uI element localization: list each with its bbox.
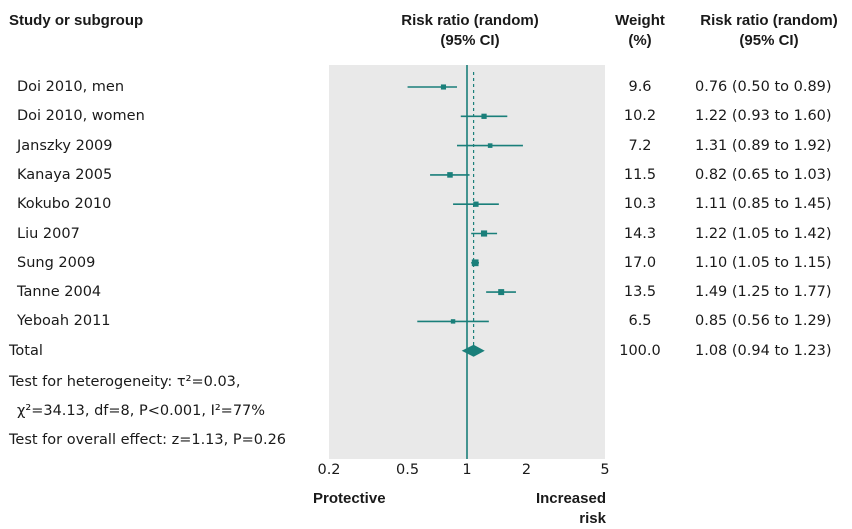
study-name: Kanaya 2005 [17,166,113,183]
study-weight: 11.5 [623,166,657,183]
point-estimate-marker [473,201,479,207]
x-tick-label: 0.2 [317,462,340,478]
ci-column-header: Risk ratio (random) (95% CI) [692,11,846,51]
study-weight: 14.3 [623,225,657,242]
increased-risk-label: Increased risk [510,489,606,529]
x-tick-label: 0.5 [396,462,419,478]
point-estimate-marker [498,289,505,296]
study-name: Doi 2010, women [17,108,145,125]
plot-header-line2: (95% CI) [440,32,500,49]
study-name: Yeboah 2011 [17,313,111,330]
heterogeneity-test-line1: Test for heterogeneity: τ²=0.03, [9,374,241,390]
study-weight: 17.0 [623,254,657,271]
heterogeneity-test-line2: χ²=34.13, df=8, P<0.001, I²=77% [17,403,266,419]
point-estimate-marker [487,143,493,148]
point-estimate-marker [447,172,453,178]
x-tick-label: 1 [462,462,471,478]
total-label: Total [9,342,43,359]
study-ci-text: 0.76 (0.50 to 0.89) [695,79,832,95]
study-weight: 10.3 [623,196,657,213]
ci-header-line2: (95% CI) [739,32,799,49]
plot-column-header: Risk ratio (random) (95% CI) [330,11,610,51]
study-name: Sung 2009 [17,254,96,271]
total-ci-text: 1.08 (0.94 to 1.23) [695,342,832,359]
weight-header-line1: Weight [615,12,665,29]
study-ci-text: 1.22 (1.05 to 1.42) [695,225,832,242]
weight-column-header: Weight (%) [600,11,680,51]
study-column-header: Study or subgroup [9,12,144,29]
study-weight: 9.6 [628,79,652,95]
study-ci-text: 1.31 (0.89 to 1.92) [695,137,832,154]
study-weight: 6.5 [628,313,652,330]
study-weight: 13.5 [623,284,657,301]
study-ci-text: 1.49 (1.25 to 1.77) [695,284,832,301]
protective-label: Protective [313,490,386,507]
study-ci-text: 0.85 (0.56 to 1.29) [695,313,832,330]
study-weight: 10.2 [623,108,657,125]
increased-risk-line2: risk [579,510,606,527]
overall-effect-test: Test for overall effect: z=1.13, P=0.26 [9,432,287,448]
pooled-diamond [461,344,485,357]
study-name: Tanne 2004 [17,284,102,301]
study-name: Doi 2010, men [17,79,125,95]
point-estimate-marker [450,319,456,324]
study-name: Liu 2007 [17,225,80,242]
x-tick-label: 5 [600,462,609,478]
study-weight: 7.2 [628,137,652,154]
study-name: Kokubo 2010 [17,196,112,213]
study-ci-text: 0.82 (0.65 to 1.03) [695,166,832,183]
plot-header-line1: Risk ratio (random) [401,12,539,29]
increased-risk-line1: Increased [535,490,606,507]
study-ci-text: 1.10 (1.05 to 1.15) [695,254,832,271]
total-weight: 100.0 [619,342,661,359]
study-ci-text: 1.11 (0.85 to 1.45) [695,196,832,213]
weight-header-line2: (%) [628,32,652,49]
study-ci-text: 1.22 (0.93 to 1.60) [695,108,832,125]
point-estimate-marker [471,259,479,267]
point-estimate-marker [480,230,488,237]
study-name: Janszky 2009 [17,137,113,154]
point-estimate-marker [440,84,447,90]
point-estimate-marker [481,113,487,119]
ci-header-line1: Risk ratio (random) [700,12,838,29]
x-tick-label: 2 [522,462,531,478]
